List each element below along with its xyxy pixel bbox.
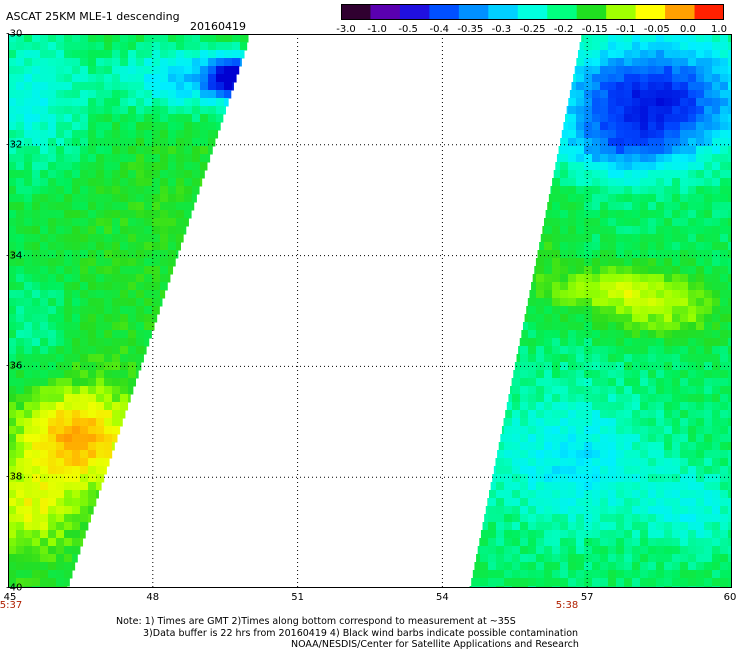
colorbar-label: -0.3	[491, 24, 512, 35]
colorbar-swatch	[429, 4, 460, 20]
colorbar-swatch	[488, 4, 519, 20]
lon-tick-label: 57	[580, 592, 594, 603]
lon-tick-label: 45	[3, 592, 17, 603]
lat-tick-label: -36	[6, 360, 23, 372]
note-line-2: 3)Data buffer is 22 hrs from 20160419 4)…	[143, 627, 579, 639]
gridlines	[8, 34, 732, 588]
swath-time-east: 5:38	[555, 600, 579, 611]
colorbar-swatch	[606, 4, 637, 20]
colorbar-frame	[341, 4, 724, 20]
plot-frame	[8, 34, 732, 588]
lon-tick-label: 54	[436, 592, 449, 603]
map-title: ASCAT 25KM MLE-1 descending	[6, 10, 180, 23]
colorbar-swatch	[517, 4, 548, 20]
colorbar-label: -0.35	[457, 24, 484, 35]
colorbar-label: -0.25	[519, 24, 546, 35]
colorbar-swatch	[694, 4, 724, 20]
lat-tick-label: -34	[6, 250, 23, 262]
swath-time-west: 5:37	[0, 600, 23, 611]
colorbar-label: -0.5	[398, 24, 418, 35]
lon-tick-label: 60	[723, 592, 737, 603]
colorbar-label: 1.0	[711, 24, 727, 35]
lat-tick-label: -32	[6, 139, 23, 151]
colorbar	[341, 4, 724, 20]
swath-west	[8, 34, 249, 588]
swath-east	[469, 34, 732, 588]
colorbar-swatch	[458, 4, 489, 20]
colorbar-swatch	[341, 4, 372, 20]
colorbar-label: -1.0	[367, 24, 387, 35]
colorbar-label: -3.0	[336, 24, 356, 35]
colorbar-swatch	[665, 4, 696, 20]
colorbar-label: 0.0	[679, 24, 696, 35]
colorbar-swatch	[576, 4, 607, 20]
colorbar-swatch	[399, 4, 430, 20]
map-date: 20160419	[190, 20, 246, 33]
note-line-1: Note: 1) Times are GMT 2)Times along bot…	[116, 616, 516, 627]
colorbar-label: -0.15	[581, 24, 608, 35]
note-line-3: NOAA/NESDIS/Center for Satellite Applica…	[291, 639, 579, 650]
map-plot	[8, 34, 732, 588]
lat-tick-label: -40	[6, 582, 23, 594]
colorbar-swatch	[547, 4, 578, 20]
colorbar-label: -0.1	[615, 24, 636, 35]
colorbar-label: -0.2	[553, 24, 574, 35]
lat-tick-label: -30	[6, 28, 23, 40]
colorbar-label: -0.05	[643, 24, 670, 35]
colorbar-swatch	[635, 4, 666, 20]
lon-tick-label: 48	[146, 592, 160, 603]
footnotes: Note: 1) Times are GMT 2)Times along bot…	[116, 616, 579, 651]
lat-tick-label: -38	[6, 471, 23, 483]
lon-tick-label: 51	[291, 592, 304, 603]
colorbar-label: -0.4	[429, 24, 450, 35]
colorbar-swatch	[370, 4, 401, 20]
